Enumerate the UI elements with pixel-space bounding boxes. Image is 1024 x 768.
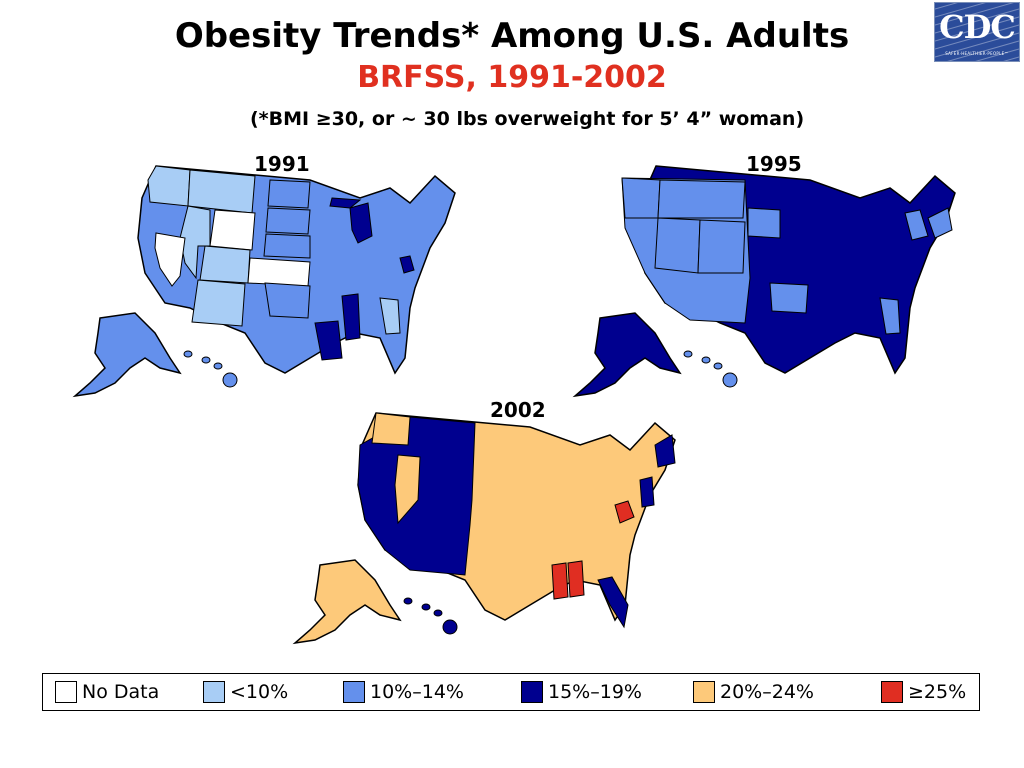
page-title: Obesity Trends* Among U.S. Adults xyxy=(174,16,850,56)
legend-swatch xyxy=(343,681,365,703)
cdc-logo: CDC SAFER·HEALTHIER·PEOPLE™ xyxy=(934,2,1020,62)
map-year-2002: 2002 xyxy=(490,398,546,422)
map-2002 xyxy=(292,412,676,645)
map-1995 xyxy=(572,165,956,398)
hawaii-shape xyxy=(183,350,238,388)
alaska-shape xyxy=(572,312,682,398)
hawaii-shape xyxy=(683,350,738,388)
contiguous-us xyxy=(621,165,956,375)
map-1991 xyxy=(72,165,456,398)
alaska-shape xyxy=(72,312,182,398)
legend-label: <10% xyxy=(230,681,289,703)
cdc-logo-text: CDC xyxy=(939,8,1016,46)
contiguous-us xyxy=(357,412,676,629)
legend-swatch xyxy=(203,681,225,703)
cdc-logo-emblem xyxy=(935,3,1019,61)
legend-swatch xyxy=(881,681,903,703)
legend-swatch xyxy=(55,681,77,703)
legend-label: 20%–24% xyxy=(720,681,814,703)
hawaii-shape xyxy=(403,597,458,635)
map-year-1995: 1995 xyxy=(746,152,802,176)
legend-swatch xyxy=(521,681,543,703)
map-year-1991: 1991 xyxy=(254,152,310,176)
legend-label: ≥25% xyxy=(908,681,967,703)
legend-swatch xyxy=(693,681,715,703)
alaska-shape xyxy=(292,559,402,645)
legend-label: No Data xyxy=(82,681,160,703)
contiguous-us xyxy=(137,165,456,375)
legend-label: 15%–19% xyxy=(548,681,642,703)
bmi-footnote: (*BMI ≥30, or ~ 30 lbs overweight for 5’… xyxy=(250,108,805,130)
cdc-logo-tagline: SAFER·HEALTHIER·PEOPLE™ xyxy=(945,51,1009,56)
map-legend: No Data <10% 10%–14% 15%–19% 20%–24% ≥25… xyxy=(42,673,980,711)
legend-label: 10%–14% xyxy=(370,681,464,703)
page-subtitle: BRFSS, 1991-2002 xyxy=(357,60,667,95)
